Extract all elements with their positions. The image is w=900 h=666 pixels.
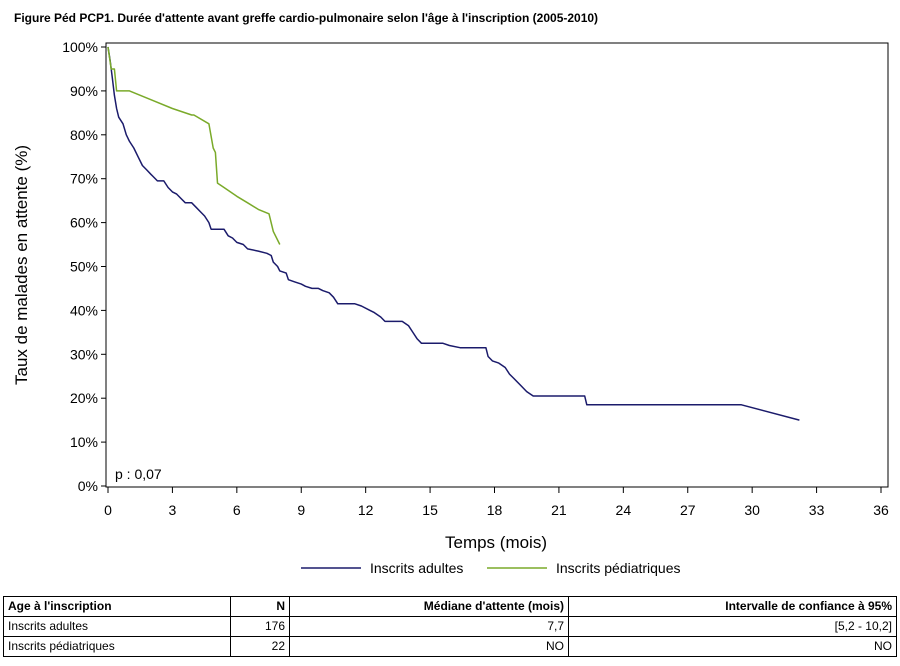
- x-tick-label: 0: [104, 502, 112, 518]
- x-tick-label: 30: [744, 502, 760, 518]
- header-n: N: [230, 596, 290, 617]
- x-tick-label: 15: [422, 502, 438, 518]
- series-lines: [107, 46, 800, 421]
- cell-n: 176: [230, 616, 290, 637]
- x-tick-label: 24: [616, 502, 632, 518]
- x-tick-label: 12: [358, 502, 374, 518]
- x-tick-label: 27: [680, 502, 696, 518]
- legend-label-adultes: Inscrits adultes: [370, 560, 463, 576]
- cell-age: Inscrits adultes: [3, 616, 231, 637]
- y-tick-label: 30%: [70, 346, 98, 362]
- table-row: Inscrits pédiatriques 22 NO NO: [3, 636, 897, 657]
- cell-median: NO: [289, 636, 569, 657]
- survival-chart: 0%10%20%30%40%50%60%70%80%90%100% 0 3 6 9 12…: [12, 39, 889, 576]
- y-tick-label: 0%: [78, 478, 98, 494]
- y-tick-label: 70%: [70, 171, 98, 187]
- y-tick-label: 50%: [70, 259, 98, 275]
- x-tick-label: 18: [487, 502, 503, 518]
- header-ci: Intervalle de confiance à 95%: [568, 596, 897, 617]
- y-axis-title: Taux de malades en attente (%): [12, 145, 31, 385]
- y-tick-label: 90%: [70, 83, 98, 99]
- stats-header-row: Age à l'inscription N Médiane d'attente …: [3, 596, 897, 617]
- header-median: Médiane d'attente (mois): [289, 596, 569, 617]
- x-tick-label: 6: [233, 502, 241, 518]
- x-tick-label: 3: [169, 502, 177, 518]
- series-line-pediatriques: [107, 46, 281, 245]
- x-tick-label: 36: [873, 502, 889, 518]
- cell-median: 7,7: [289, 616, 569, 637]
- cell-ci: NO: [568, 636, 897, 657]
- y-tick-label: 60%: [70, 215, 98, 231]
- x-tick-label: 9: [297, 502, 305, 518]
- x-tick-label: 21: [551, 502, 567, 518]
- plot-frame: [105, 42, 889, 488]
- cell-ci: [5,2 - 10,2]: [568, 616, 897, 637]
- series-line-adultes: [107, 46, 800, 421]
- cell-n: 22: [230, 636, 290, 657]
- stats-table: Age à l'inscription N Médiane d'attente …: [3, 596, 897, 657]
- p-value-annotation: p : 0,07: [115, 466, 162, 482]
- header-age: Age à l'inscription: [3, 596, 231, 617]
- y-tick-label: 40%: [70, 302, 98, 318]
- y-tick-label: 100%: [62, 39, 98, 55]
- y-tick-label: 80%: [70, 127, 98, 143]
- y-axis: 0% 10% 20% 30% 40% 50% 60% 70% 80% 90% 100%: [62, 39, 106, 494]
- x-tick-label: 33: [809, 502, 825, 518]
- x-axis-title: Temps (mois): [445, 533, 547, 552]
- table-row: Inscrits adultes 176 7,7 [5,2 - 10,2]: [3, 616, 897, 637]
- y-tick-label: 10%: [70, 434, 98, 450]
- legend-label-pediatriques: Inscrits pédiatriques: [556, 560, 681, 576]
- y-tick-label: 20%: [70, 390, 98, 406]
- legend: Inscrits adultes Inscrits pédiatriques: [301, 560, 681, 576]
- cell-age: Inscrits pédiatriques: [3, 636, 231, 657]
- chart-title: Figure Péd PCP1. Durée d'attente avant g…: [14, 11, 599, 25]
- x-axis: 0 3 6 9 12 15 18 21 24 27 30 33 36: [104, 487, 889, 518]
